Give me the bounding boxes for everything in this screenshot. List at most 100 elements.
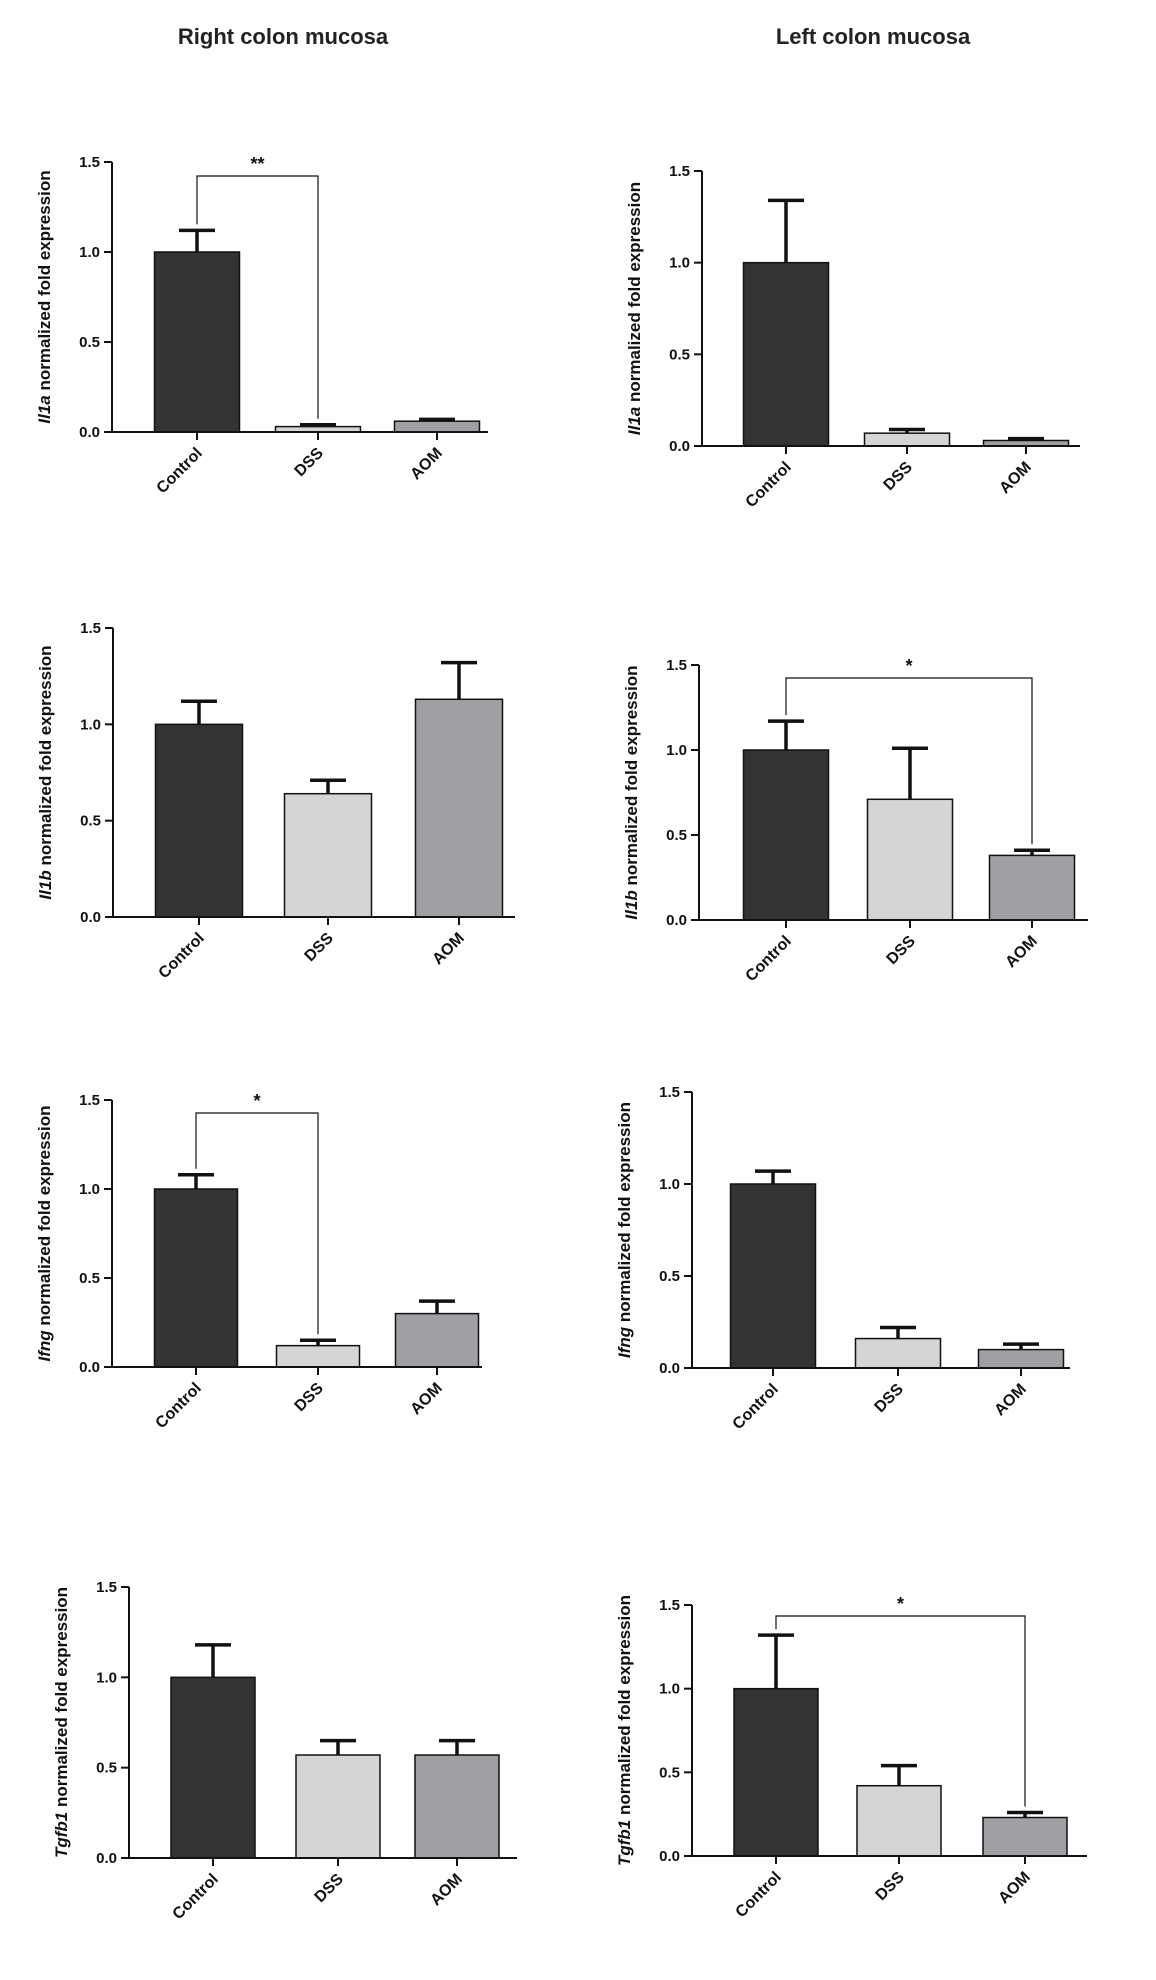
- bar-dss: [275, 1344, 361, 1368]
- y-tick-label: 1.5: [96, 1579, 117, 1596]
- y-tick-label: 0.5: [80, 813, 101, 830]
- bar-aom: [394, 1312, 480, 1368]
- y-axis-label: Il1b normalized fold expression: [36, 645, 55, 899]
- significance-label: *: [253, 1091, 260, 1111]
- bar-dss: [854, 1337, 942, 1369]
- chart-left-ifng: 0.0 0.5 1.0 1.5 Ifng normalized fold express…: [615, 1084, 1070, 1433]
- significance-label: *: [905, 656, 912, 676]
- x-tick-label-dss: DSS: [872, 1381, 908, 1417]
- y-tick-label: 1.5: [666, 657, 687, 674]
- bar-aom: [977, 1348, 1065, 1369]
- bar-aom: [414, 698, 504, 918]
- bar-dss: [856, 1784, 942, 1857]
- y-tick-label: 1.0: [79, 244, 100, 261]
- bar-control: [154, 723, 244, 918]
- significance-bracket: [196, 175, 319, 419]
- y-tick-label: 1.5: [669, 163, 690, 180]
- y-tick-label: 1.5: [80, 620, 101, 637]
- bar-dss: [866, 798, 954, 921]
- y-tick-label: 0.0: [96, 1850, 117, 1867]
- x-tick-label-dss: DSS: [302, 930, 338, 966]
- bar-dss: [863, 432, 951, 447]
- significance-label: **: [250, 154, 264, 174]
- y-tick-label: 1.5: [659, 1084, 680, 1101]
- x-tick-label-aom: AOM: [427, 1871, 465, 1909]
- y-axis-label: Il1a normalized fold expression: [625, 182, 644, 435]
- chart-left-il1a: 0.0 0.5 1.0 1.5 Il1a normalized fold express…: [625, 163, 1080, 511]
- x-tick-label-control: Control: [743, 459, 795, 511]
- y-axis-label: Il1a normalized fold expression: [35, 170, 54, 423]
- y-axis-label: Tgfb1 normalized fold expression: [52, 1587, 71, 1858]
- y-axis-label: Il1b normalized fold expression: [622, 665, 641, 919]
- bar-dss: [295, 1754, 381, 1859]
- y-tick-label: 1.0: [79, 1181, 100, 1198]
- y-axis-label: Tgfb1 normalized fold expression: [615, 1595, 634, 1866]
- y-tick-label: 1.0: [669, 255, 690, 272]
- chart-right-il1a: 0.0 0.5 1.0 1.5 Il1a normalized fold express…: [35, 154, 488, 497]
- x-tick-label-aom: AOM: [991, 1381, 1029, 1419]
- y-tick-label: 0.5: [659, 1268, 680, 1285]
- y-tick-label: 0.5: [666, 827, 687, 844]
- y-tick-label: 1.0: [80, 716, 101, 733]
- chart-right-ifng: 0.0 0.5 1.0 1.5 Ifng normalized fold express…: [35, 1091, 482, 1432]
- bar-control: [742, 261, 830, 447]
- bar-control: [729, 1183, 817, 1369]
- bar-control: [170, 1676, 256, 1859]
- y-tick-label: 1.0: [659, 1176, 680, 1193]
- y-tick-label: 1.0: [96, 1669, 117, 1686]
- x-tick-label-aom: AOM: [995, 1869, 1033, 1907]
- chart-left-il1b: 0.0 0.5 1.0 1.5 Il1b normalized fold express…: [622, 656, 1088, 985]
- bar-aom: [414, 1754, 500, 1859]
- x-tick-label-dss: DSS: [312, 1871, 348, 1907]
- x-tick-label-aom: AOM: [407, 445, 445, 483]
- y-tick-label: 0.0: [669, 438, 690, 455]
- y-tick-label: 1.5: [79, 154, 100, 171]
- significance-bracket: [775, 1615, 1026, 1807]
- y-axis-label: Ifng normalized fold expression: [615, 1102, 634, 1358]
- y-tick-label: 0.0: [659, 1360, 680, 1377]
- x-tick-label-control: Control: [743, 933, 795, 985]
- significance-bracket: [785, 677, 1033, 845]
- bar-control: [153, 251, 241, 433]
- bar-control: [153, 1188, 239, 1368]
- left-column-title: Left colon mucosa: [775, 24, 971, 49]
- y-tick-label: 0.5: [79, 1270, 100, 1287]
- y-tick-label: 1.0: [659, 1681, 680, 1698]
- right-column-title: Right colon mucosa: [177, 24, 389, 49]
- x-tick-label-dss: DSS: [884, 933, 920, 969]
- x-tick-label-control: Control: [154, 445, 206, 497]
- x-tick-label-control: Control: [156, 930, 208, 982]
- significance-label: *: [897, 1594, 904, 1614]
- x-tick-label-dss: DSS: [292, 445, 328, 481]
- y-tick-label: 1.5: [79, 1092, 100, 1109]
- bar-aom: [988, 854, 1076, 921]
- y-tick-label: 0.5: [669, 346, 690, 363]
- x-tick-label-control: Control: [730, 1381, 782, 1433]
- bar-aom: [982, 1816, 1068, 1857]
- y-tick-label: 1.5: [659, 1597, 680, 1614]
- x-tick-label-aom: AOM: [1002, 933, 1040, 971]
- x-tick-label-aom: AOM: [407, 1380, 445, 1418]
- x-tick-label-control: Control: [153, 1380, 205, 1432]
- y-tick-label: 0.5: [79, 334, 100, 351]
- x-tick-label-control: Control: [733, 1869, 785, 1921]
- x-tick-label-aom: AOM: [996, 459, 1034, 497]
- x-tick-label-dss: DSS: [292, 1380, 328, 1416]
- x-tick-label-control: Control: [170, 1871, 222, 1923]
- bar-control: [733, 1687, 819, 1857]
- y-tick-label: 1.0: [666, 742, 687, 759]
- bar-aom: [393, 420, 481, 433]
- y-tick-label: 0.0: [79, 1359, 100, 1376]
- bar-control: [742, 749, 830, 921]
- bar-dss: [283, 792, 373, 918]
- y-tick-label: 0.0: [80, 909, 101, 926]
- y-axis-label: Ifng normalized fold expression: [35, 1106, 54, 1362]
- x-tick-label-dss: DSS: [881, 459, 917, 495]
- chart-right-il1b: 0.0 0.5 1.0 1.5 Il1b normalized fold express…: [36, 620, 515, 982]
- y-tick-label: 0.0: [659, 1848, 680, 1865]
- y-tick-label: 0.5: [659, 1764, 680, 1781]
- chart-right-tgfb1: 0.0 0.5 1.0 1.5 Tgfb1 normalized fold expres…: [52, 1579, 517, 1923]
- x-tick-label-aom: AOM: [429, 930, 467, 968]
- x-tick-label-dss: DSS: [873, 1869, 909, 1905]
- y-tick-label: 0.5: [96, 1760, 117, 1777]
